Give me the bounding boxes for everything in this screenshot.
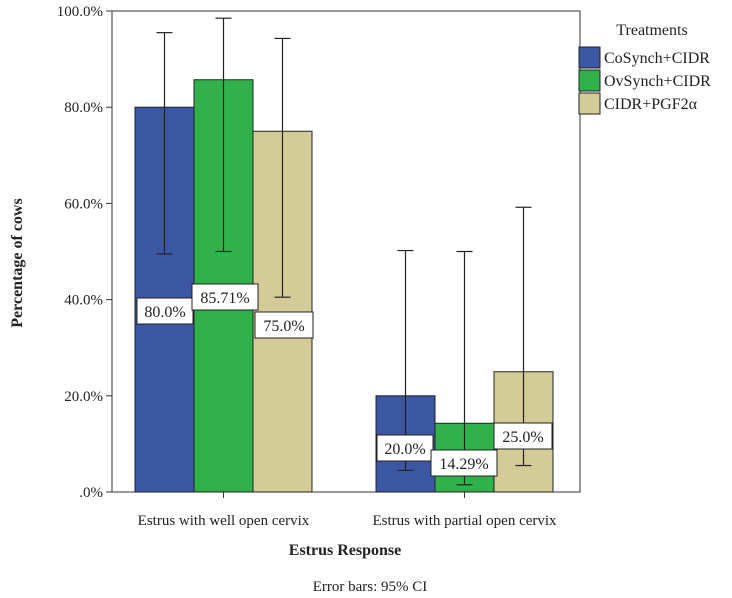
legend: Treatments CoSynch+CIDR OvSynch+CIDR CIDR+… [578, 22, 711, 115]
data-label-box [376, 434, 434, 462]
x-axis: Estrus with well open cervix Estrus with … [138, 492, 557, 529]
x-axis-title: Estrus Response [289, 542, 401, 559]
data-label-box [493, 422, 553, 450]
data-label: 20.0% [384, 441, 425, 458]
y-tick-label: 100.0% [57, 4, 103, 20]
y-tick-label: 40.0% [64, 293, 103, 309]
error-bars-footnote: Error bars: 95% CI [313, 579, 428, 595]
data-label-box [191, 283, 259, 311]
data-label: 80.0% [144, 304, 185, 321]
y-axis: .0% 20.0% 40.0% 60.0% 80.0% 100.0% [57, 4, 112, 501]
value-labels-group: 80.0% 85.71% 75.0% 20.0% 14.29% 25.0% [136, 283, 553, 477]
y-axis-title: Percentage of cows [9, 198, 26, 327]
error-bars-group [156, 17, 532, 486]
legend-label: CoSynch+CIDR [604, 50, 710, 67]
legend-title: Treatments [616, 22, 687, 39]
legend-swatch [578, 69, 601, 92]
data-label: 14.29% [439, 456, 488, 473]
y-tick-label: 80.0% [64, 100, 103, 116]
y-tick-label: .0% [79, 485, 103, 501]
data-label-box [430, 449, 498, 477]
data-label-box [254, 311, 314, 339]
legend-label: CIDR+PGF2α [604, 96, 698, 113]
x-tick-label: Estrus with well open cervix [138, 513, 310, 529]
y-tick-label: 20.0% [64, 389, 103, 405]
legend-swatch [578, 46, 601, 69]
x-tick-label: Estrus with partial open cervix [372, 513, 557, 529]
data-label-box [136, 297, 194, 325]
y-tick-label: 60.0% [64, 196, 103, 212]
data-label: 25.0% [502, 429, 543, 446]
legend-label: OvSynch+CIDR [604, 73, 711, 90]
data-label: 75.0% [263, 318, 304, 335]
data-label: 85.71% [200, 290, 249, 307]
legend-swatch [578, 92, 601, 115]
